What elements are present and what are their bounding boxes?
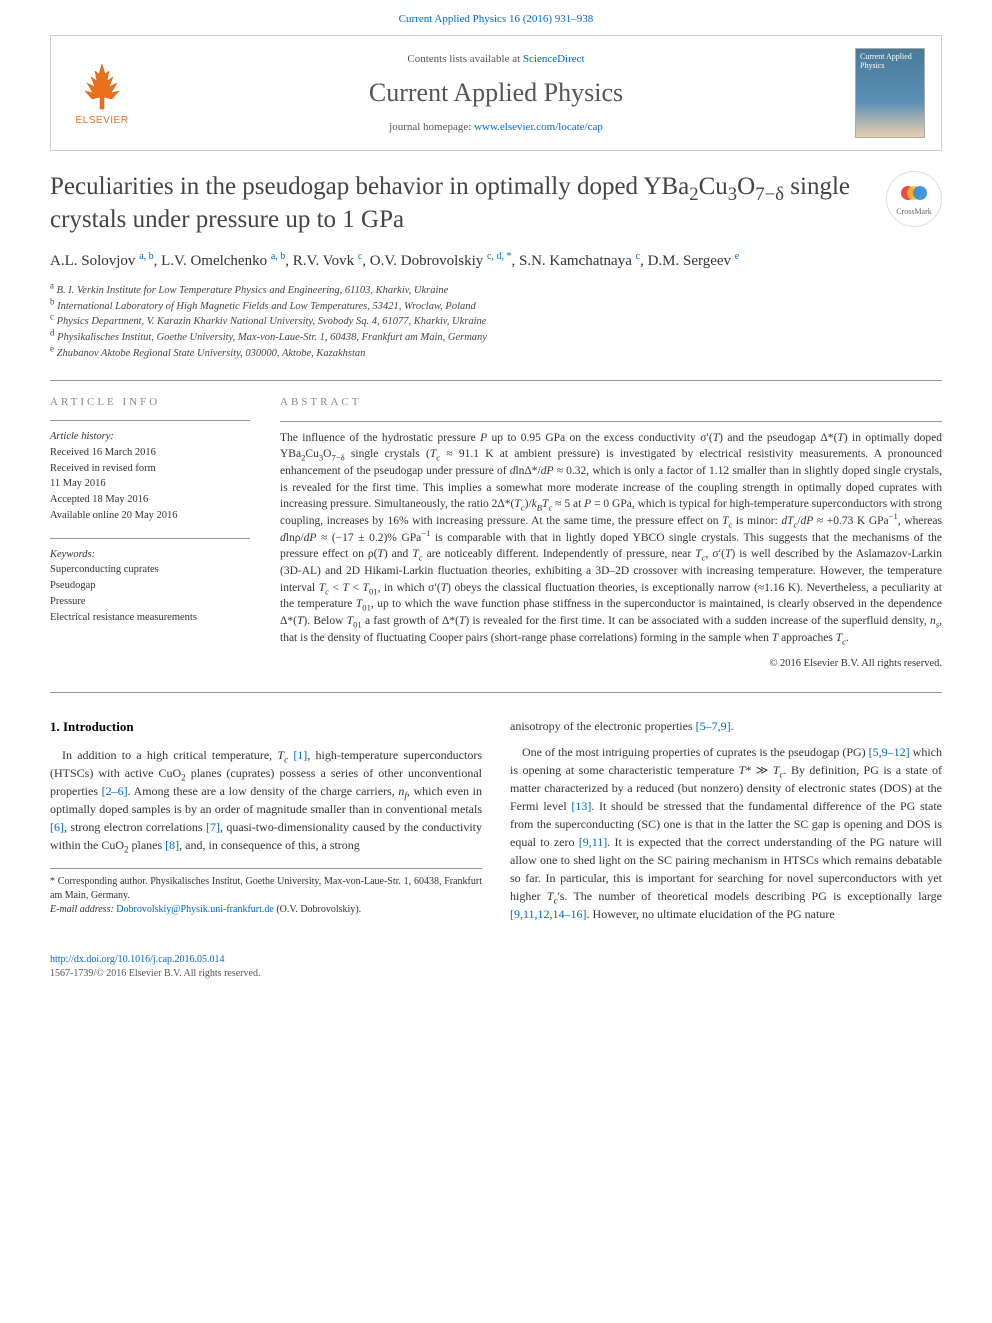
abstract-heading: ABSTRACT [280, 395, 942, 411]
affiliation-line: e Zhubanov Aktobe Regional State Univers… [50, 346, 942, 362]
article-info-heading: ARTICLE INFO [50, 395, 250, 410]
issn-copyright: 1567-1739/© 2016 Elsevier B.V. All right… [50, 968, 260, 979]
footer-bar: http://dx.doi.org/10.1016/j.cap.2016.05.… [50, 947, 942, 995]
footnotes: * Corresponding author. Physikalisches I… [50, 868, 482, 917]
affiliations: a B. I. Verkin Institute for Low Tempera… [50, 283, 942, 362]
article-body: 1. Introduction In addition to a high cr… [50, 717, 942, 931]
abstract-body: The influence of the hydrostatic pressur… [280, 430, 942, 647]
keyword-line: Pressure [50, 594, 250, 610]
crossmark-icon [900, 182, 928, 204]
journal-homepage-line: journal homepage: www.elsevier.com/locat… [153, 120, 839, 135]
intro-paragraph: In addition to a high critical temperatu… [50, 746, 482, 854]
publisher-logo[interactable]: ELSEVIER [67, 53, 137, 133]
affiliation-line: c Physics Department, V. Karazin Kharkiv… [50, 314, 942, 330]
article-info-column: ARTICLE INFO Article history: Received 1… [50, 395, 250, 672]
keywords-block: Keywords: Superconducting cupratesPseudo… [50, 547, 250, 626]
history-line: Available online 20 May 2016 [50, 508, 250, 524]
elsevier-tree-icon [77, 59, 127, 114]
article-history: Article history: Received 16 March 2016R… [50, 429, 250, 524]
history-line: Received 16 March 2016 [50, 445, 250, 461]
journal-homepage-link[interactable]: www.elsevier.com/locate/cap [474, 121, 603, 133]
history-line: Received in revised form [50, 461, 250, 477]
corresponding-author-note: * Corresponding author. Physikalisches I… [50, 875, 482, 903]
contents-available-line: Contents lists available at ScienceDirec… [153, 52, 839, 67]
journal-banner: ELSEVIER Contents lists available at Sci… [50, 35, 942, 151]
crossmark-badge[interactable]: CrossMark [886, 171, 942, 227]
affiliation-line: d Physikalisches Institut, Goethe Univer… [50, 330, 942, 346]
intro-paragraph: anisotropy of the electronic properties … [510, 717, 942, 735]
history-line: Accepted 18 May 2016 [50, 492, 250, 508]
article-title: Peculiarities in the pseudogap behavior … [50, 171, 866, 236]
keyword-line: Electrical resistance measurements [50, 610, 250, 626]
affiliation-line: a B. I. Verkin Institute for Low Tempera… [50, 283, 942, 299]
abstract-column: ABSTRACT The influence of the hydrostati… [280, 395, 942, 672]
email-line: E-mail address: Dobrovolskiy@Physik.uni-… [50, 903, 482, 917]
citation-line: Current Applied Physics 16 (2016) 931–93… [0, 0, 992, 35]
keyword-line: Superconducting cuprates [50, 562, 250, 578]
abstract-copyright: © 2016 Elsevier B.V. All rights reserved… [280, 656, 942, 671]
history-line: 11 May 2016 [50, 476, 250, 492]
intro-paragraph: One of the most intriguing properties of… [510, 743, 942, 923]
email-link[interactable]: Dobrovolskiy@Physik.uni-frankfurt.de [116, 904, 274, 915]
journal-name: Current Applied Physics [153, 75, 839, 111]
section-divider [50, 380, 942, 381]
publisher-name: ELSEVIER [76, 114, 129, 128]
doi-link[interactable]: http://dx.doi.org/10.1016/j.cap.2016.05.… [50, 954, 225, 965]
keyword-line: Pseudogap [50, 578, 250, 594]
author-list: A.L. Solovjov a, b, L.V. Omelchenko a, b… [50, 250, 942, 273]
affiliation-line: b International Laboratory of High Magne… [50, 299, 942, 315]
journal-cover-thumbnail[interactable]: Current Applied Physics [855, 48, 925, 138]
introduction-heading: 1. Introduction [50, 717, 482, 737]
sciencedirect-link[interactable]: ScienceDirect [523, 53, 585, 65]
